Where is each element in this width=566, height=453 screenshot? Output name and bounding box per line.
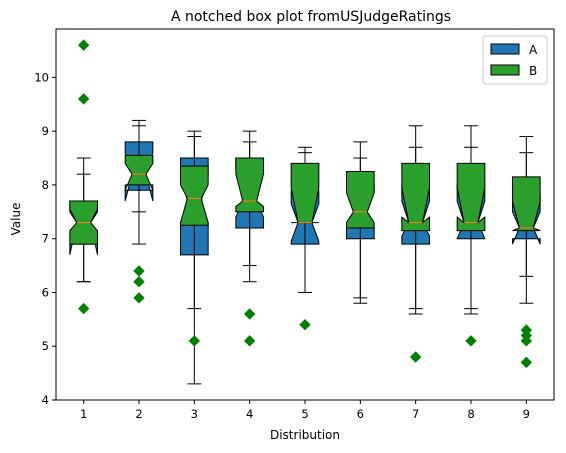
box-b-3 [180,136,209,347]
box-body [235,157,264,213]
y-tick-label: 5 [42,339,49,353]
y-tick-label: 4 [42,393,49,407]
flier-point [465,335,477,347]
legend-swatch-a [490,43,520,55]
flier-point [243,308,256,320]
flier-point [188,335,201,347]
flier-point [299,319,311,331]
legend-frame [482,35,548,85]
flier-point [243,335,256,347]
flier-point [77,93,90,105]
chart-title: A notched box plot fromUSJudgeRatings [171,9,451,25]
flier-point [409,351,422,363]
x-tick-label: 2 [135,407,142,421]
y-axis-label: Value [9,203,23,236]
box-b-7 [401,125,430,363]
box-body [456,162,486,232]
y-tick-label: 9 [42,124,49,138]
box-body [124,154,154,191]
flier-point [133,265,145,277]
x-tick-label: 5 [301,407,308,421]
y-tick-label: 10 [34,70,49,84]
box-body [346,170,375,229]
x-tick-label: 9 [523,407,530,421]
box-b-5 [290,152,320,331]
legend: AB [482,35,548,85]
x-tick-label: 3 [191,407,198,421]
x-tick-label: 8 [467,407,474,421]
plot-area: 4 5 6 7 8 9 10 1 2 3 4 5 6 7 8 9 AB [34,28,555,421]
flier-point [520,356,533,369]
box-b-9 [512,136,541,369]
box-body [180,165,209,226]
x-tick-label: 6 [357,407,364,421]
flier-point [133,276,145,288]
x-axis-label: Distribution [270,428,340,442]
legend-label-a: A [529,43,538,57]
box-b-8 [456,125,486,347]
flier-point [77,39,90,51]
x-tick-label: 4 [246,407,253,421]
flier-point [77,302,90,315]
x-tick-label: 1 [80,407,87,421]
flier-point [133,292,145,304]
box-b-4 [235,141,264,347]
x-tick-label: 7 [412,407,419,421]
box-body [290,162,320,224]
legend-swatch-b [490,64,520,76]
box-b-2 [124,119,154,304]
y-tick-label: 8 [42,178,49,192]
box-body [401,162,430,232]
box-body [512,176,541,232]
box-b-6 [346,157,375,304]
box-b-1 [69,39,98,315]
y-tick-label: 6 [42,285,49,299]
legend-label-b: B [529,64,537,78]
y-tick-label: 7 [42,232,49,246]
flier-point [520,335,533,347]
